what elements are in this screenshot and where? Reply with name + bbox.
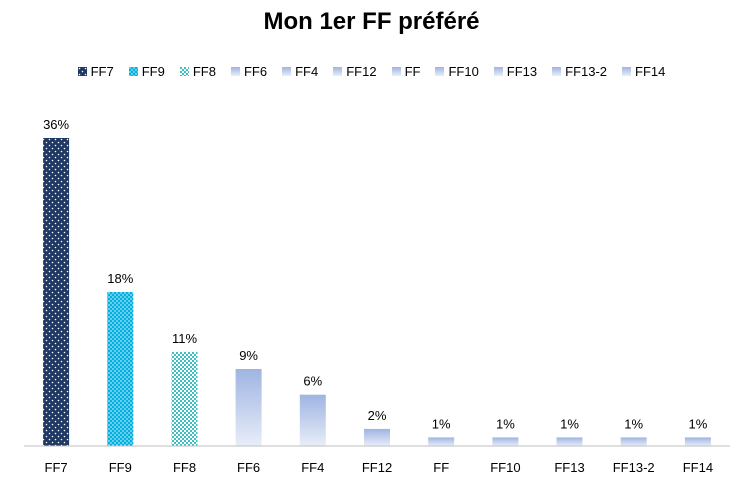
bar-ff9 [107,292,134,446]
legend-item-ff10: FF10 [435,63,479,79]
chart-title: Mon 1er FF préféré [263,8,480,35]
data-label-ff9: 18% [107,271,133,286]
legend-label: FF9 [141,63,165,79]
bar-ff7 [43,138,70,446]
legend-item-ff4: FF4 [282,64,318,79]
legend-swatch [128,66,138,76]
x-tick-label-ff8: FF8 [173,460,196,475]
legend-swatch [179,66,189,76]
x-tick-label-ff10: FF10 [490,460,520,475]
x-tick-label-ff7: FF7 [45,460,68,475]
legend-item-ff8: FF8 [179,63,216,79]
legend-swatch [493,66,503,76]
bar-ff13 [556,437,583,446]
legend-swatch [552,66,562,76]
legend-swatch [282,66,292,76]
legend-swatch [391,66,401,76]
legend: FF7 FF9 FF8 FF6 FF4 FF12 FF FF10 FF13 FF13-2 FF14 [0,61,743,81]
data-label-ff6: 9% [239,348,258,363]
bar-ff4 [299,394,326,446]
legend-label: FF6 [243,63,268,79]
data-label-ff7: 36% [43,117,69,132]
data-label-ff8: 11% [172,331,197,346]
legend-label: FF10 [448,63,479,79]
legend-swatch [622,66,632,76]
legend-swatch [77,66,87,76]
legend-item-ff9: FF9 [128,63,165,79]
legend-label: FF14 [635,63,666,79]
legend-swatch [435,66,445,76]
bar-ff14 [684,437,711,446]
data-label-ff12: 2% [368,408,387,423]
legend-label: FF7 [90,63,114,79]
bar-ff13-2 [620,437,647,446]
bar-ff6 [235,369,262,446]
data-label-ff14: 1% [689,416,708,431]
legend-label: FF4 [295,63,319,79]
data-label-ff4: 6% [303,374,322,389]
legend-item-ff12: FF12 [333,63,377,79]
x-tick-label-ff13-2: FF13-2 [613,460,655,475]
bar-ff10 [492,437,519,446]
data-label-ff13-2: 1% [624,416,643,431]
legend-item-ff6: FF6 [230,63,268,79]
data-label-ff: 1% [432,416,451,431]
data-label-ff13: 1% [560,416,579,431]
legend-item-ff13: FF13 [493,63,538,79]
legend-item-ff: FF [391,63,421,79]
legend-label: FF8 [192,63,216,79]
legend-item-ff14: FF14 [622,64,665,79]
bar-ff12 [364,428,390,446]
legend-item-ff7: FF7 [77,63,114,79]
legend-label: FF12 [346,63,377,79]
x-tick-label-ff4: FF4 [301,460,324,475]
legend-swatch [333,66,343,76]
x-tick-label-ff: FF [433,460,449,475]
x-tick-label-ff9: FF9 [109,460,132,475]
bar-ff [428,437,455,446]
legend-item-ff13-2: FF13-2 [552,64,607,79]
x-tick-label-ff12: FF12 [362,460,392,475]
legend-swatch [230,66,240,76]
data-label-ff10: 1% [496,416,515,431]
x-tick-label-ff13: FF13 [554,460,584,475]
legend-label: FF [404,63,421,79]
x-tick-label-ff6: FF6 [237,460,260,475]
legend-label: FF13 [506,63,538,79]
legend-label: FF13-2 [565,63,608,79]
bar-ff8 [171,351,198,446]
x-tick-label-ff14: FF14 [683,460,713,475]
